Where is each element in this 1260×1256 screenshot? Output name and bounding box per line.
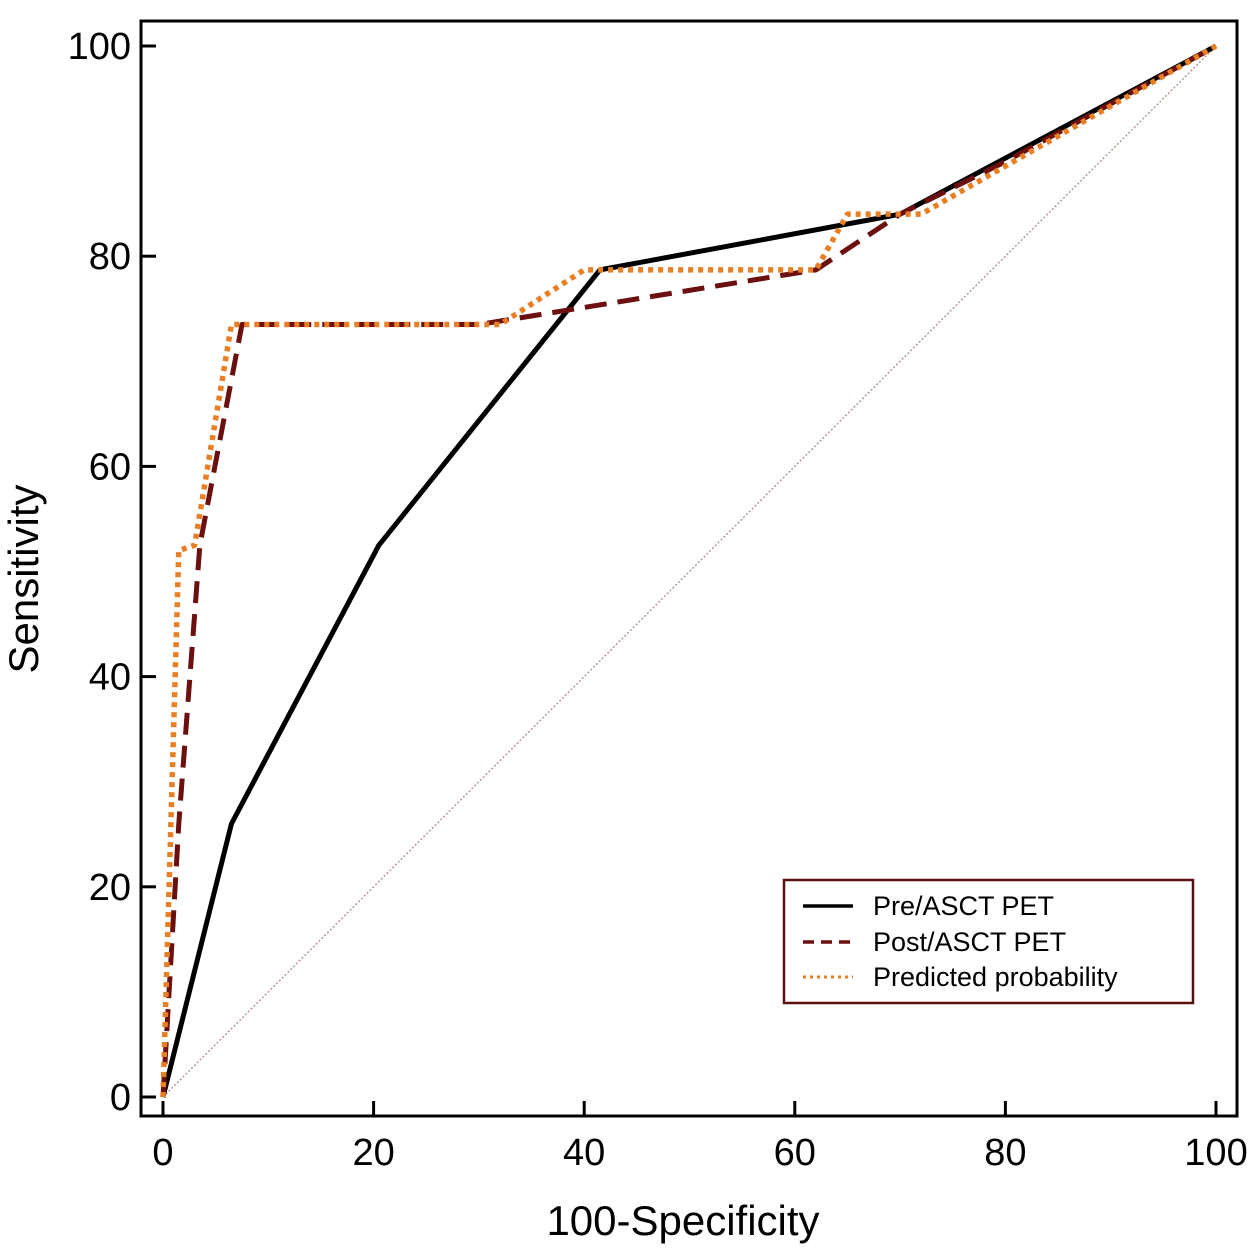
x-tick-label: 40: [563, 1132, 605, 1174]
x-axis-title: 100-Specificity: [546, 1197, 819, 1244]
y-tick-label: 40: [89, 657, 131, 699]
legend-label-predicted: Predicted probability: [873, 962, 1118, 992]
x-tick-label: 20: [352, 1132, 394, 1174]
series-layer: [160, 43, 1218, 1098]
y-axis-title: Sensitivity: [0, 484, 47, 673]
y-tick-label: 80: [89, 236, 131, 278]
x-tick-label: 60: [774, 1132, 816, 1174]
y-tick-label: 20: [89, 867, 131, 909]
series-line-post-asct-pet: [160, 43, 1218, 1098]
legend-label-post-asct: Post/ASCT PET: [873, 927, 1066, 957]
legend-box: [782, 878, 1195, 1005]
legend: Pre/ASCT PET Post/ASCT PET Predicted pro…: [782, 878, 1195, 1005]
y-tick-label: 0: [110, 1077, 131, 1119]
legend-label-pre-asct: Pre/ASCT PET: [873, 891, 1054, 921]
x-tick-label: 0: [152, 1132, 173, 1174]
ticks-layer: 0 20 40 60 80 100 0 20 40 60 80 100: [68, 26, 1248, 1174]
y-tick-label: 60: [89, 446, 131, 488]
x-tick-label: 80: [984, 1132, 1026, 1174]
y-tick-label: 100: [68, 26, 131, 68]
x-tick-label: 100: [1184, 1132, 1247, 1174]
series-line-pre-asct-pet: [160, 43, 1218, 1098]
plot-frame: [139, 19, 1239, 1118]
